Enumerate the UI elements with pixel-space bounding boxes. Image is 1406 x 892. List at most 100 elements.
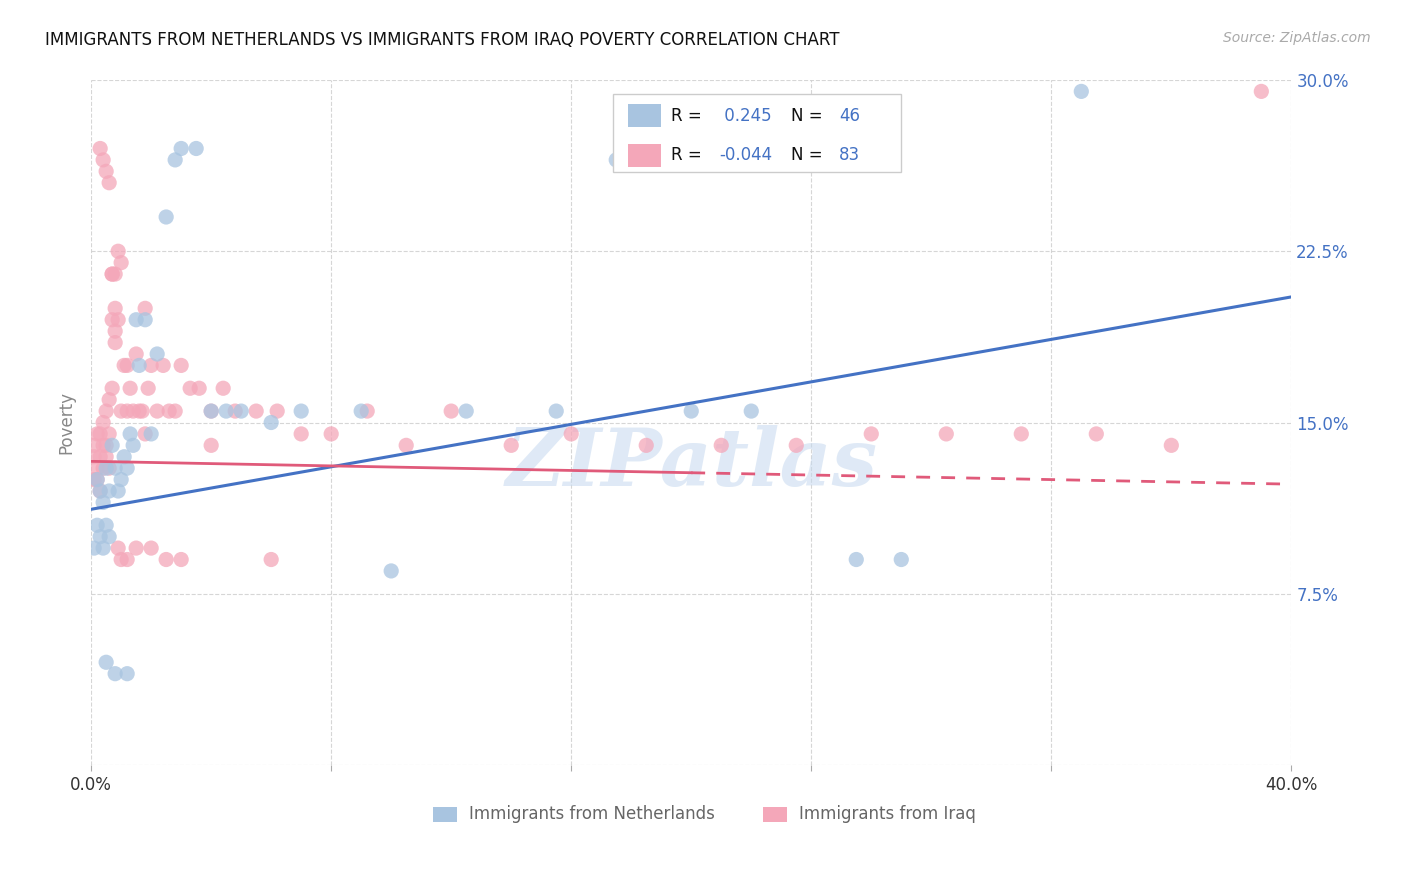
Point xyxy=(605,153,627,167)
Text: N =: N = xyxy=(790,107,828,125)
Point xyxy=(155,210,177,224)
Point xyxy=(134,426,156,441)
Text: Immigrants from Netherlands: Immigrants from Netherlands xyxy=(470,805,716,823)
Point xyxy=(560,426,582,441)
Point xyxy=(231,404,253,418)
Point xyxy=(170,552,193,566)
Point xyxy=(636,438,658,452)
Point xyxy=(120,381,142,395)
Text: IMMIGRANTS FROM NETHERLANDS VS IMMIGRANTS FROM IRAQ POVERTY CORRELATION CHART: IMMIGRANTS FROM NETHERLANDS VS IMMIGRANT… xyxy=(45,31,839,49)
Point xyxy=(845,552,868,566)
Text: Source: ZipAtlas.com: Source: ZipAtlas.com xyxy=(1223,31,1371,45)
FancyBboxPatch shape xyxy=(763,807,787,822)
Point xyxy=(98,392,121,407)
Point xyxy=(131,404,153,418)
Point xyxy=(101,381,124,395)
Point xyxy=(356,404,378,418)
Point xyxy=(86,426,108,441)
Point xyxy=(110,255,132,269)
Point xyxy=(98,426,121,441)
Point xyxy=(98,176,121,190)
Point xyxy=(96,404,118,418)
Point xyxy=(141,359,163,373)
Point xyxy=(1160,438,1182,452)
Point xyxy=(96,461,118,475)
Point xyxy=(1250,84,1272,98)
Y-axis label: Poverty: Poverty xyxy=(58,391,75,454)
Point xyxy=(96,655,118,669)
Point xyxy=(122,438,145,452)
Point xyxy=(188,381,211,395)
Point xyxy=(107,312,129,326)
Point xyxy=(89,483,111,498)
Point xyxy=(101,267,124,281)
Point xyxy=(86,473,108,487)
Point xyxy=(134,301,156,316)
Point xyxy=(440,404,463,418)
Point xyxy=(200,404,222,418)
Point xyxy=(224,404,246,418)
Point xyxy=(89,450,111,464)
Point xyxy=(96,518,118,533)
Point xyxy=(290,426,312,441)
Point xyxy=(104,666,127,681)
Point xyxy=(101,312,124,326)
Point xyxy=(134,312,156,326)
Point xyxy=(350,404,373,418)
Point xyxy=(107,483,129,498)
Point xyxy=(157,404,180,418)
Point xyxy=(89,141,111,155)
Point xyxy=(128,359,150,373)
Text: 46: 46 xyxy=(839,107,860,125)
Point xyxy=(456,404,478,418)
Point xyxy=(98,461,121,475)
Point xyxy=(96,164,118,178)
Point xyxy=(110,473,132,487)
Point xyxy=(395,438,418,452)
Point xyxy=(136,381,159,395)
Point xyxy=(1010,426,1032,441)
Point xyxy=(91,438,114,452)
Point xyxy=(115,404,138,418)
Point xyxy=(107,244,129,259)
Point xyxy=(89,483,111,498)
Point xyxy=(96,438,118,452)
Point xyxy=(83,541,105,555)
Point xyxy=(170,141,193,155)
Point xyxy=(501,438,523,452)
Point xyxy=(122,404,145,418)
Point xyxy=(186,141,208,155)
Point xyxy=(101,438,124,452)
Point xyxy=(141,426,163,441)
Point xyxy=(165,153,187,167)
Point xyxy=(245,404,267,418)
Point xyxy=(1085,426,1108,441)
FancyBboxPatch shape xyxy=(627,104,661,128)
Point xyxy=(146,347,169,361)
Point xyxy=(260,416,283,430)
Point xyxy=(110,552,132,566)
Point xyxy=(91,495,114,509)
Point xyxy=(115,552,138,566)
Point xyxy=(107,541,129,555)
Point xyxy=(91,416,114,430)
Point xyxy=(98,530,121,544)
Point xyxy=(141,541,163,555)
Point xyxy=(200,404,222,418)
Point xyxy=(98,483,121,498)
Point xyxy=(104,461,127,475)
Point xyxy=(380,564,402,578)
FancyBboxPatch shape xyxy=(627,144,661,167)
Point xyxy=(104,324,127,338)
Point xyxy=(170,359,193,373)
Point xyxy=(91,541,114,555)
Point xyxy=(1070,84,1092,98)
Point xyxy=(740,404,762,418)
Point xyxy=(179,381,201,395)
Point xyxy=(96,450,118,464)
Point xyxy=(125,312,148,326)
Point xyxy=(710,438,733,452)
Point xyxy=(125,347,148,361)
Point xyxy=(115,666,138,681)
Point xyxy=(83,473,105,487)
